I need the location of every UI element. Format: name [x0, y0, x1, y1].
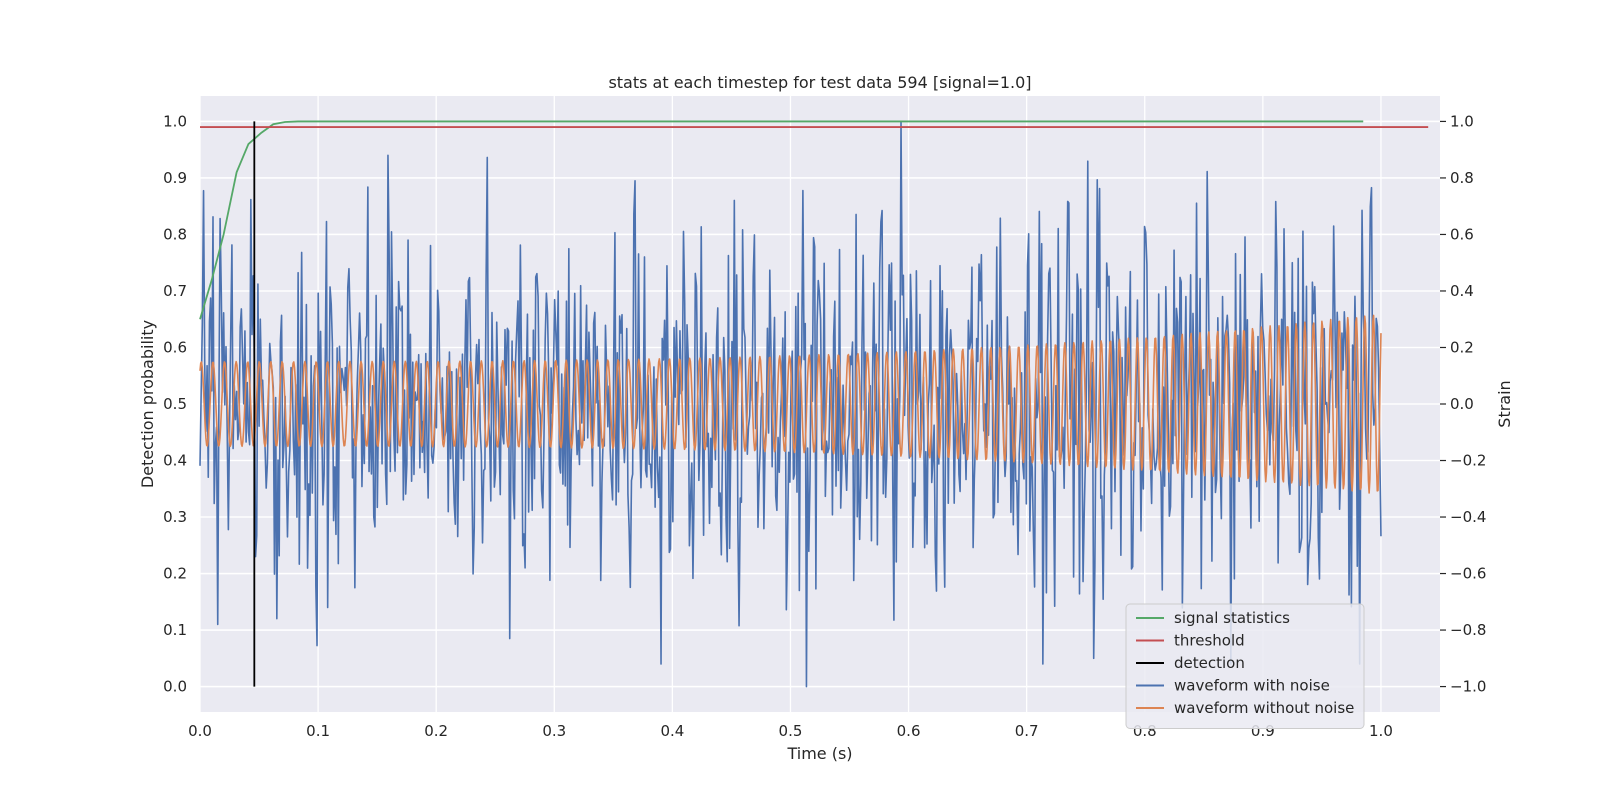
x-tick-label: 1.0 [1369, 722, 1393, 740]
left-y-tick-label: 0.4 [163, 452, 187, 470]
right-y-tick-label: 0.2 [1450, 338, 1474, 356]
right-y-tick-label: 0.4 [1450, 282, 1474, 300]
series-signal-statistics [199, 120, 1364, 320]
x-tick-label: 0.1 [306, 722, 330, 740]
x-axis-ticks: 0.0 0.1 0.2 0.3 0.4 0.5 0.6 0.7 0.8 0.9 1.0 [188, 722, 1393, 740]
right-y-tick-label: −1.0 [1450, 678, 1486, 696]
left-y-tick-label: 0.9 [163, 169, 187, 187]
legend-box [1125, 603, 1365, 729]
right-y-tick-label: 0.6 [1450, 225, 1474, 243]
legend-label: waveform with noise [1174, 677, 1330, 695]
series-waveform-with-noise [199, 120, 1382, 688]
right-y-tick-label: 0.0 [1450, 395, 1474, 413]
x-tick-label: 0.4 [660, 722, 684, 740]
left-y-tick-label: 0.6 [163, 338, 187, 356]
right-y-axis-ticks: −1.0 −0.8 −0.6 −0.4 −0.2 0.0 0.2 0.4 0.6 0.8 1.0 [1440, 112, 1486, 696]
series-waveform-without-noise [199, 314, 1382, 494]
legend: signal statistics threshold detection wavef… [1125, 603, 1365, 729]
left-y-tick-label: 0.3 [163, 508, 187, 526]
x-tick-label: 0.6 [897, 722, 921, 740]
right-y-tick-label: −0.4 [1450, 508, 1486, 526]
right-y-axis-label: Strain [1495, 380, 1514, 427]
left-y-tick-label: 1.0 [163, 112, 187, 130]
left-y-tick-label: 0.2 [163, 565, 187, 583]
left-y-axis-ticks: 0.0 0.1 0.2 0.3 0.4 0.5 0.6 0.7 0.8 0.9 1.0 [163, 112, 187, 695]
left-y-tick-label: 0.1 [163, 621, 187, 639]
left-y-tick-label: 0.8 [163, 225, 187, 243]
x-tick-label: 0.5 [779, 722, 803, 740]
legend-label: waveform without noise [1174, 699, 1354, 717]
left-y-axis-label: Detection probability [138, 320, 157, 488]
legend-label: threshold [1174, 632, 1245, 650]
right-y-tick-label: −0.6 [1450, 565, 1486, 583]
right-y-tick-label: −0.8 [1450, 621, 1486, 639]
x-tick-label: 0.0 [188, 722, 212, 740]
right-y-tick-label: 0.8 [1450, 169, 1474, 187]
series-layer [199, 120, 1429, 688]
x-axis-label: Time (s) [786, 744, 852, 763]
right-y-tick-label: 1.0 [1450, 112, 1474, 130]
legend-label: signal statistics [1174, 609, 1290, 627]
x-tick-label: 0.3 [542, 722, 566, 740]
legend-label: detection [1174, 654, 1245, 672]
x-tick-label: 0.7 [1015, 722, 1039, 740]
left-y-tick-label: 0.0 [163, 678, 187, 696]
left-y-tick-label: 0.5 [163, 395, 187, 413]
chart-title: stats at each timestep for test data 594… [608, 73, 1031, 92]
x-tick-label: 0.2 [424, 722, 448, 740]
left-y-tick-label: 0.7 [163, 282, 187, 300]
right-y-tick-label: −0.2 [1450, 452, 1486, 470]
